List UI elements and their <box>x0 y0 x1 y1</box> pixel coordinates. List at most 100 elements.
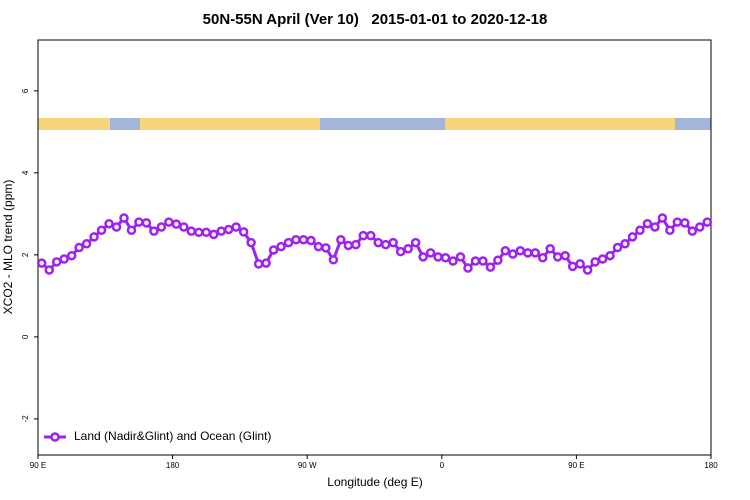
y-tick-label: 4 <box>21 170 30 175</box>
data-point <box>582 265 593 275</box>
data-point <box>223 224 234 235</box>
data-point <box>672 217 683 227</box>
data-point <box>126 225 137 236</box>
data-point <box>36 258 47 268</box>
data-point <box>313 241 324 252</box>
data-point <box>440 253 451 263</box>
data-point <box>351 239 361 250</box>
data-point <box>597 254 608 264</box>
data-point <box>425 248 436 258</box>
land-ocean-band <box>38 118 711 130</box>
chart-title: 50N-55N April (Ver 10) 2015-01-01 to 202… <box>203 11 548 28</box>
y-tick-label: -2 <box>21 415 30 423</box>
data-point <box>538 253 548 263</box>
data-point <box>463 263 473 273</box>
plot-frame <box>37 39 712 456</box>
x-axis-label: Longitude (deg E) <box>327 475 422 489</box>
data-point <box>134 217 144 227</box>
data-point <box>306 235 316 246</box>
data-point <box>194 227 204 238</box>
land-band <box>140 118 320 130</box>
data-point <box>530 248 541 258</box>
data-point <box>89 232 99 242</box>
data-point <box>620 239 630 249</box>
data-point <box>261 258 271 268</box>
data-point <box>119 213 129 223</box>
x-tick-label: 0 <box>440 461 445 470</box>
data-point <box>156 222 167 232</box>
data-point <box>321 243 331 253</box>
data-point <box>560 250 570 261</box>
y-tick-label: 6 <box>21 88 30 93</box>
data-point <box>485 262 496 272</box>
data-point <box>171 219 182 229</box>
data-point <box>336 234 346 245</box>
data-point <box>702 217 713 227</box>
data-point <box>515 246 526 256</box>
data-point <box>298 234 309 245</box>
data-point <box>111 222 122 232</box>
data-point <box>201 227 211 238</box>
x-tick-label: 90 E <box>30 461 46 470</box>
data-point <box>500 246 511 256</box>
data-point <box>253 259 264 269</box>
data-point <box>575 259 585 269</box>
data-point <box>380 239 391 250</box>
data-point <box>238 227 249 237</box>
data-point <box>358 230 369 241</box>
data-point <box>455 252 466 262</box>
data-point <box>373 237 383 248</box>
data-point <box>478 256 488 266</box>
data-point <box>433 252 443 262</box>
data-point <box>567 261 578 272</box>
data-point <box>231 222 241 232</box>
data-point <box>179 222 189 232</box>
data-point <box>508 249 518 259</box>
land-band <box>445 118 675 130</box>
y-tick-label: 0 <box>21 334 30 339</box>
data-point <box>470 256 481 266</box>
data-point <box>81 239 92 249</box>
data-point <box>291 234 301 245</box>
data-point <box>51 257 62 267</box>
data-point <box>545 243 555 254</box>
data-point <box>59 254 69 264</box>
data-point <box>605 250 615 261</box>
data-point <box>328 255 339 265</box>
data-point <box>627 232 638 242</box>
data-point <box>635 225 645 236</box>
data-point <box>283 237 294 248</box>
data-point <box>418 252 428 262</box>
x-tick-label: 180 <box>166 461 180 470</box>
y-tick-label: 2 <box>21 252 30 257</box>
x-tick-label: 180 <box>704 461 718 470</box>
data-point <box>687 226 698 236</box>
data-point <box>657 213 668 223</box>
data-point <box>276 241 286 252</box>
data-point <box>74 242 84 253</box>
data-point <box>164 217 174 227</box>
data-point <box>186 226 197 236</box>
data-point <box>268 245 279 255</box>
data-point <box>642 218 653 229</box>
data-point <box>388 237 398 248</box>
data-point <box>149 226 159 236</box>
data-point <box>552 252 563 262</box>
data-point <box>343 240 354 251</box>
x-tick-label: 90 E <box>568 461 584 470</box>
data-point <box>403 243 413 254</box>
data-point <box>590 257 600 267</box>
data-point <box>104 218 114 229</box>
data-point <box>96 225 107 236</box>
data-point <box>695 222 705 232</box>
data-point <box>44 265 54 275</box>
data-point <box>680 218 690 228</box>
data-point <box>448 256 458 266</box>
legend-label: Land (Nadir&Glint) and Ocean (Glint) <box>74 429 271 443</box>
data-point <box>523 248 533 258</box>
data-point <box>141 218 152 228</box>
data-point <box>208 229 219 240</box>
legend-marker <box>50 432 60 442</box>
x-tick-label: 90 W <box>298 461 317 470</box>
